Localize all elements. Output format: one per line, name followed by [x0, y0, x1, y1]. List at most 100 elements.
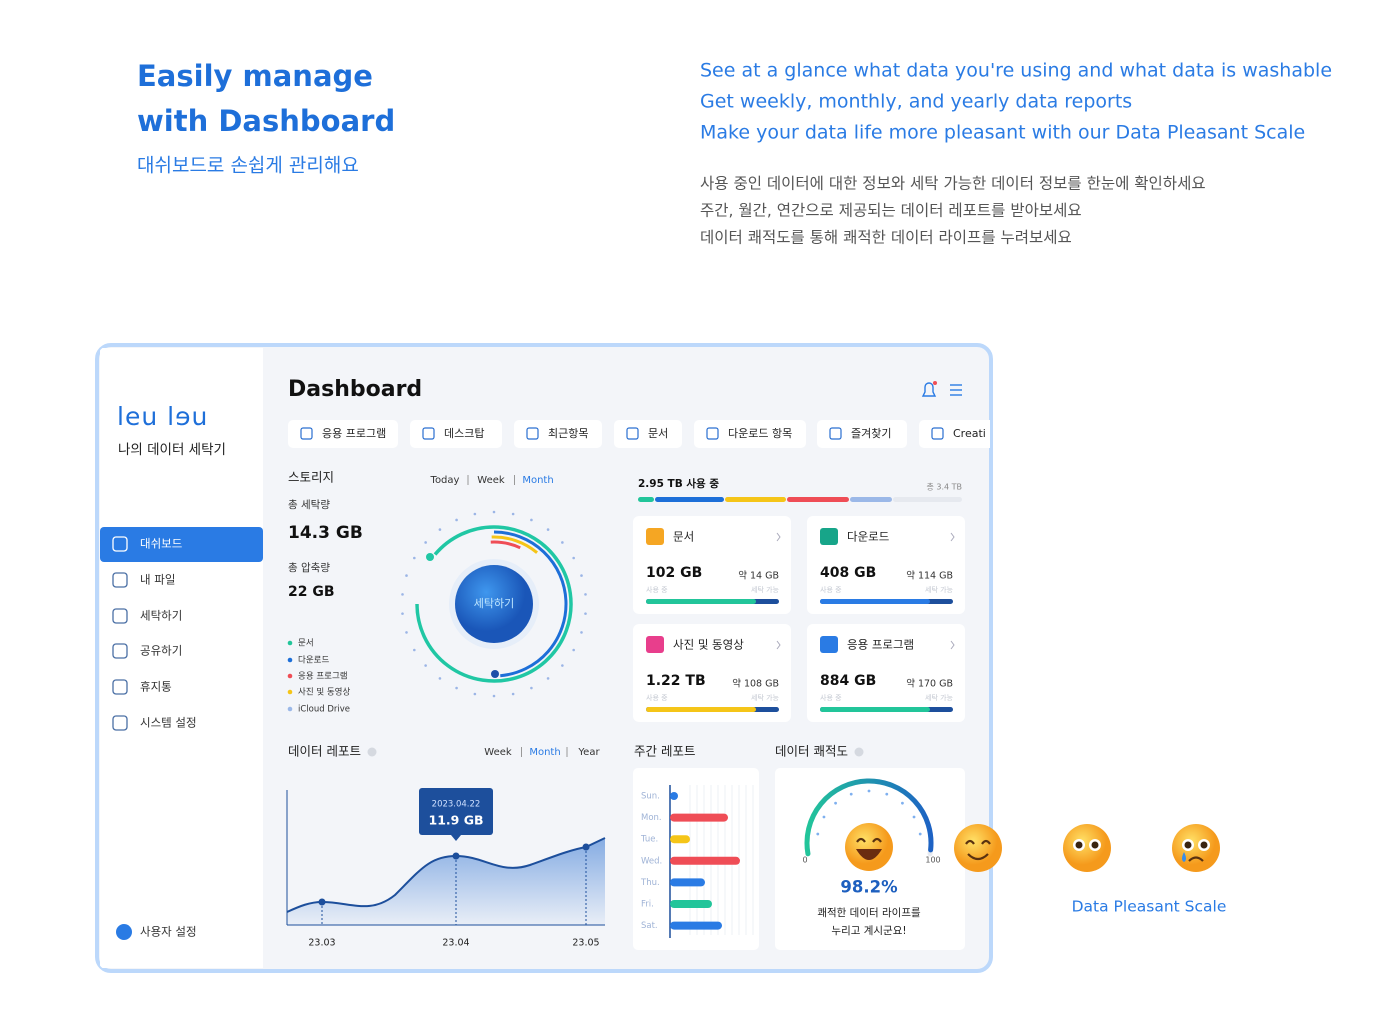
- ring-end: [491, 670, 499, 678]
- day-label: Fri.: [641, 900, 654, 910]
- feature-ko: 주간, 월간, 연간으로 제공되는 데이터 레포트를 받아보세요: [700, 202, 1082, 220]
- tooltip-tip: [451, 835, 461, 841]
- weekly-bar: [670, 792, 678, 800]
- chevron: [950, 532, 955, 542]
- card-sub: 사용 중: [820, 693, 842, 702]
- ring-start: [426, 553, 434, 561]
- tab[interactable]: [514, 420, 602, 448]
- ring-dot: [473, 692, 477, 696]
- ring-dot: [546, 528, 550, 531]
- ring-red: [490, 540, 521, 550]
- legend-label: iCloud Drive: [298, 705, 350, 715]
- gauge-dot: [885, 792, 889, 796]
- feature-ko: 데이터 쾌적도를 통해 쾌적한 데이터 라이프를 누려보세요: [700, 229, 1072, 247]
- tab[interactable]: [410, 420, 502, 448]
- wash-button[interactable]: [455, 565, 533, 643]
- emoji-tear: [1182, 852, 1186, 862]
- area-fill: [287, 838, 605, 925]
- nav-item[interactable]: 시스템 설정: [140, 716, 197, 730]
- card-used-bar: [646, 707, 756, 712]
- legend-dot: [287, 673, 293, 679]
- usage-segment: [787, 497, 849, 502]
- emoji-eye: [856, 837, 882, 843]
- ring-teal: [415, 525, 573, 683]
- ring-dot: [455, 518, 458, 522]
- legend-dot: [287, 706, 293, 712]
- card-icon: [646, 528, 664, 545]
- card-sub: 사용 중: [646, 585, 668, 594]
- legend-dot: [287, 640, 293, 646]
- ring-dot: [413, 648, 416, 652]
- emoji-mouth: [856, 849, 882, 860]
- card-used-bar: [820, 707, 930, 712]
- legend-label: 사진 및 동영상: [298, 687, 351, 698]
- ring-dot: [405, 574, 408, 577]
- card-value: 102 GB: [646, 565, 702, 581]
- ring-dot: [438, 677, 442, 680]
- gauge-min: 0: [802, 856, 807, 865]
- card-used-bar: [820, 599, 930, 604]
- period-toggle[interactable]: Month: [529, 747, 560, 758]
- usage-label: 2.95 TB 사용 중: [638, 477, 719, 490]
- nav-item[interactable]: 공유하기: [140, 644, 182, 658]
- day-label: Mon.: [641, 813, 662, 823]
- period-toggle[interactable]: Year: [577, 747, 600, 758]
- tab[interactable]: [694, 420, 806, 448]
- card-value: 884 GB: [820, 673, 876, 689]
- storage-card[interactable]: [633, 516, 791, 614]
- info-icon: [854, 747, 864, 757]
- card-sub: 사용 중: [646, 693, 668, 702]
- weekly-bar: [670, 835, 690, 844]
- card-icon: [820, 636, 838, 653]
- usage-segment: [850, 497, 892, 502]
- ring-dot: [424, 664, 427, 667]
- tab-icon: [931, 427, 944, 440]
- tab[interactable]: [817, 420, 907, 448]
- day-label: Wed.: [641, 856, 662, 866]
- emoji-eye: [1091, 841, 1099, 849]
- period-toggle[interactable]: Week: [477, 475, 505, 486]
- card-sub: 세탁 가능: [925, 585, 954, 594]
- chevron: [776, 532, 781, 542]
- point: [452, 852, 460, 860]
- tab[interactable]: [614, 420, 682, 448]
- ring-dot: [492, 694, 496, 698]
- card-washable: 약 170 GB: [906, 678, 953, 690]
- usage-total: 총 3.4 TB: [926, 483, 962, 492]
- day-label: Thu.: [640, 878, 660, 888]
- nav-item[interactable]: 대쉬보드: [140, 537, 182, 551]
- ring-dot: [473, 512, 477, 516]
- point: [318, 898, 326, 906]
- usage-track: [893, 497, 962, 502]
- storage-card[interactable]: [807, 516, 965, 614]
- tab-label: Creati: [953, 427, 986, 440]
- day-label: Sun.: [641, 792, 660, 802]
- period-toggle[interactable]: Week: [484, 747, 512, 758]
- storage-card[interactable]: [807, 624, 965, 722]
- nav-icon: [112, 608, 128, 624]
- day-label: Tue.: [640, 835, 658, 845]
- nav-item[interactable]: 세탁하기: [140, 609, 182, 623]
- period-toggle[interactable]: Today: [430, 475, 460, 486]
- ring-dot: [492, 510, 496, 514]
- weekly-bar: [670, 856, 740, 865]
- card-icon: [646, 636, 664, 653]
- tab[interactable]: [288, 420, 398, 448]
- period-toggle[interactable]: Month: [522, 475, 553, 486]
- tab[interactable]: [919, 420, 999, 448]
- card-washable: 약 14 GB: [738, 570, 779, 582]
- x-label: 23.05: [572, 938, 599, 949]
- tab-icon: [422, 427, 435, 440]
- section-title: 데이터 쾌적도: [775, 744, 848, 759]
- nav-item[interactable]: 내 파일: [140, 573, 175, 587]
- ring-dot: [580, 631, 583, 634]
- storage-card[interactable]: [633, 624, 791, 722]
- ring-dot: [424, 541, 427, 544]
- card-washable: 약 114 GB: [906, 570, 953, 582]
- gauge-value: [804, 778, 934, 857]
- ring-dot: [584, 612, 587, 615]
- tooltip: [419, 788, 493, 835]
- ring-dot: [561, 664, 564, 667]
- nav-item[interactable]: 휴지통: [140, 680, 172, 694]
- gauge-dot: [834, 801, 837, 805]
